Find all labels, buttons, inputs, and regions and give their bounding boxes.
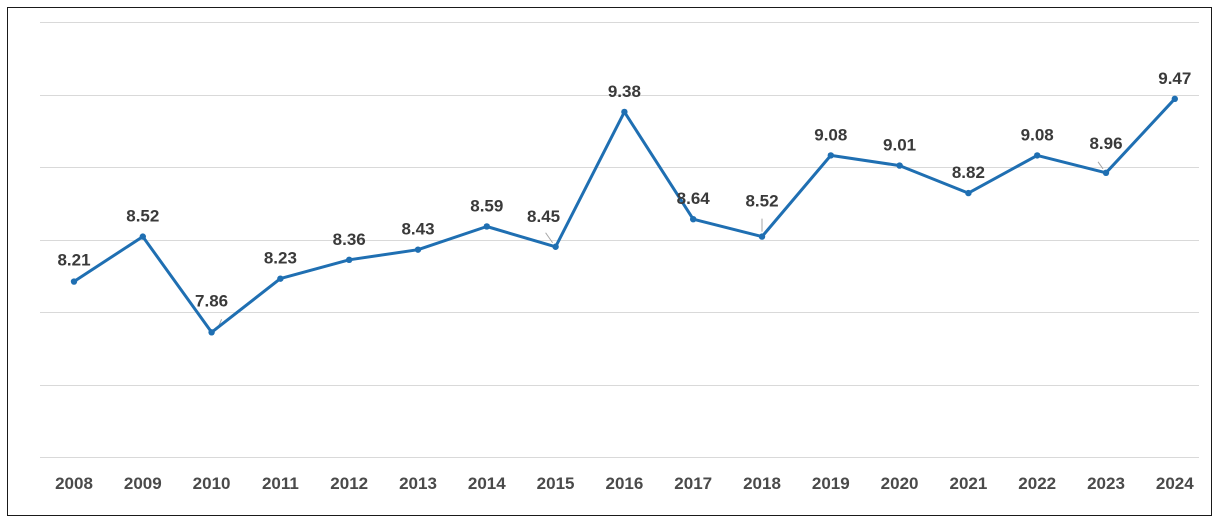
data-point — [1102, 169, 1110, 176]
x-tick-label: 2008 — [55, 474, 93, 493]
x-tick-label: 2023 — [1087, 474, 1125, 493]
data-point — [1034, 152, 1041, 159]
x-tick-label: 2022 — [1018, 474, 1056, 493]
data-label: 8.45 — [527, 207, 560, 226]
data-label: 8.64 — [677, 189, 711, 208]
leader-lines — [217, 161, 1104, 329]
x-tick-label: 2019 — [812, 474, 850, 493]
leader-line — [1097, 161, 1104, 170]
data-label: 8.36 — [333, 230, 366, 249]
data-point — [621, 108, 628, 116]
data-label: 8.21 — [57, 251, 90, 270]
data-point — [1171, 95, 1179, 103]
data-label: 8.96 — [1089, 134, 1122, 153]
data-label: 9.08 — [1021, 125, 1054, 144]
x-tick-label: 2011 — [262, 474, 299, 493]
data-label: 8.43 — [401, 220, 434, 239]
data-label: 9.08 — [814, 125, 847, 144]
data-labels: 8.21 8.52 7.86 8.23 8.36 8.43 8.59 8.45 9.38 8.64… — [57, 69, 1191, 310]
x-tick-label: 2010 — [193, 474, 231, 493]
data-label: 8.59 — [470, 196, 503, 215]
x-tick-label: 2015 — [537, 474, 575, 493]
data-point — [70, 278, 78, 285]
data-point — [827, 152, 834, 159]
x-tick-label: 2018 — [743, 474, 781, 493]
data-point — [277, 275, 284, 282]
x-axis-tick-labels: 2008 2009 2010 2011 2012 2013 2014 2015 2016 2017… — [55, 474, 1194, 493]
data-label: 8.82 — [952, 163, 985, 182]
data-point — [208, 329, 215, 336]
x-tick-label: 2021 — [949, 474, 987, 493]
x-tick-label: 2013 — [399, 474, 437, 493]
x-tick-label: 2020 — [881, 474, 919, 493]
x-tick-label: 2009 — [124, 474, 162, 493]
data-label: 9.38 — [608, 82, 641, 101]
data-point — [965, 189, 972, 197]
data-point — [346, 256, 353, 263]
series-line — [72, 97, 1177, 334]
data-label: 8.52 — [126, 207, 159, 226]
line-chart: 8.21 8.52 7.86 8.23 8.36 8.43 8.59 8.45 9.38 8.64… — [40, 22, 1199, 493]
x-tick-label: 2014 — [468, 474, 506, 493]
data-label: 7.86 — [195, 291, 228, 310]
gridlines — [40, 22, 1199, 458]
data-label: 8.23 — [264, 249, 297, 268]
data-point — [139, 233, 146, 240]
x-tick-label: 2016 — [605, 474, 643, 493]
data-point — [552, 243, 559, 250]
data-label: 8.52 — [745, 192, 778, 211]
x-tick-label: 2017 — [674, 474, 712, 493]
data-point — [483, 223, 490, 230]
data-point — [896, 162, 903, 169]
data-label: 9.01 — [883, 136, 916, 155]
data-point — [414, 246, 422, 253]
leader-line — [545, 232, 554, 244]
x-tick-label: 2012 — [330, 474, 368, 493]
chart-frame: 8.21 8.52 7.86 8.23 8.36 8.43 8.59 8.45 9.38 8.64… — [7, 7, 1212, 516]
data-point — [758, 233, 766, 240]
data-label: 9.47 — [1158, 69, 1191, 88]
x-tick-label: 2024 — [1156, 474, 1194, 493]
data-point — [690, 216, 697, 223]
data-points — [70, 95, 1179, 336]
